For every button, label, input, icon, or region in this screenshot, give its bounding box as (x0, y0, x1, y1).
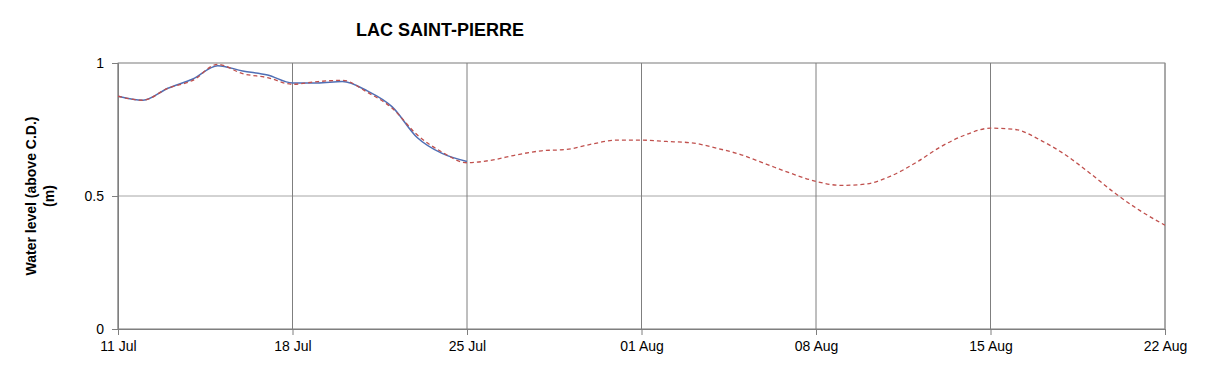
grid-line-x (467, 63, 468, 329)
title: LAC SAINT-PIERRE (356, 20, 524, 40)
grid-line-x (816, 63, 817, 329)
y-tick-mark (112, 196, 118, 197)
y-tick-label: 0 (96, 321, 104, 337)
x-tick-label: 15 Aug (969, 338, 1013, 354)
x-tick-mark (293, 329, 294, 335)
y-axis-title: (m) (41, 185, 57, 207)
x-tick: 18 Jul (274, 329, 311, 354)
x-axis: 11 Jul 18 Jul 25 Jul 01 Aug 08 Aug 15 Aug 22 A… (100, 329, 1187, 354)
x-tick: 01 Aug (620, 329, 664, 354)
y-axis-line (112, 64, 119, 330)
grid-line-x (292, 63, 293, 329)
y-tick: 0 (96, 321, 118, 337)
grid-line-x (1165, 63, 1166, 329)
y-tick: 0.5 (85, 188, 118, 204)
y-tick-mark (112, 63, 118, 64)
x-tick-label: 11 Jul (100, 338, 136, 354)
x-tick: 22 Aug (1144, 329, 1188, 354)
x-tick: 08 Aug (795, 329, 839, 354)
y-axis: 00.51 (85, 55, 119, 337)
chart: 11 Jul 18 Jul 25 Jul 01 Aug 08 Aug 15 Aug 22 A… (0, 0, 1209, 378)
x-tick-label: 22 Aug (1144, 338, 1188, 354)
x-tick: 25 Jul (449, 329, 486, 354)
lines (118, 64, 1165, 225)
x-tick-mark (642, 329, 643, 335)
y-tick-mark (112, 329, 118, 330)
x-tick-mark (1165, 329, 1166, 335)
plot-frame (118, 63, 1165, 329)
x-tick-label: 18 Jul (274, 338, 311, 354)
x-tick-mark (467, 329, 468, 335)
x-tick: 15 Aug (969, 329, 1013, 354)
plot: 11 Jul 18 Jul 25 Jul 01 Aug 08 Aug 15 Aug 22 A… (85, 55, 1188, 354)
x-tick-mark (991, 329, 992, 335)
x-tick-label: 08 Aug (795, 338, 839, 354)
y-tick: 1 (96, 55, 118, 71)
x-tick-mark (816, 329, 817, 335)
y-tick-label: 1 (96, 55, 104, 71)
series-line (118, 64, 1165, 225)
grid (118, 63, 1165, 329)
y-axis-title: Water level (above C.D.) (23, 117, 39, 276)
grid-line-x (641, 63, 642, 329)
series-line (118, 66, 467, 162)
x-tick: 11 Jul (100, 329, 136, 354)
x-axis-line (119, 330, 1166, 336)
x-tick-label: 25 Jul (449, 338, 486, 354)
x-tick-label: 01 Aug (620, 338, 664, 354)
grid-line-x (990, 63, 991, 329)
y-tick-label: 0.5 (85, 188, 105, 204)
